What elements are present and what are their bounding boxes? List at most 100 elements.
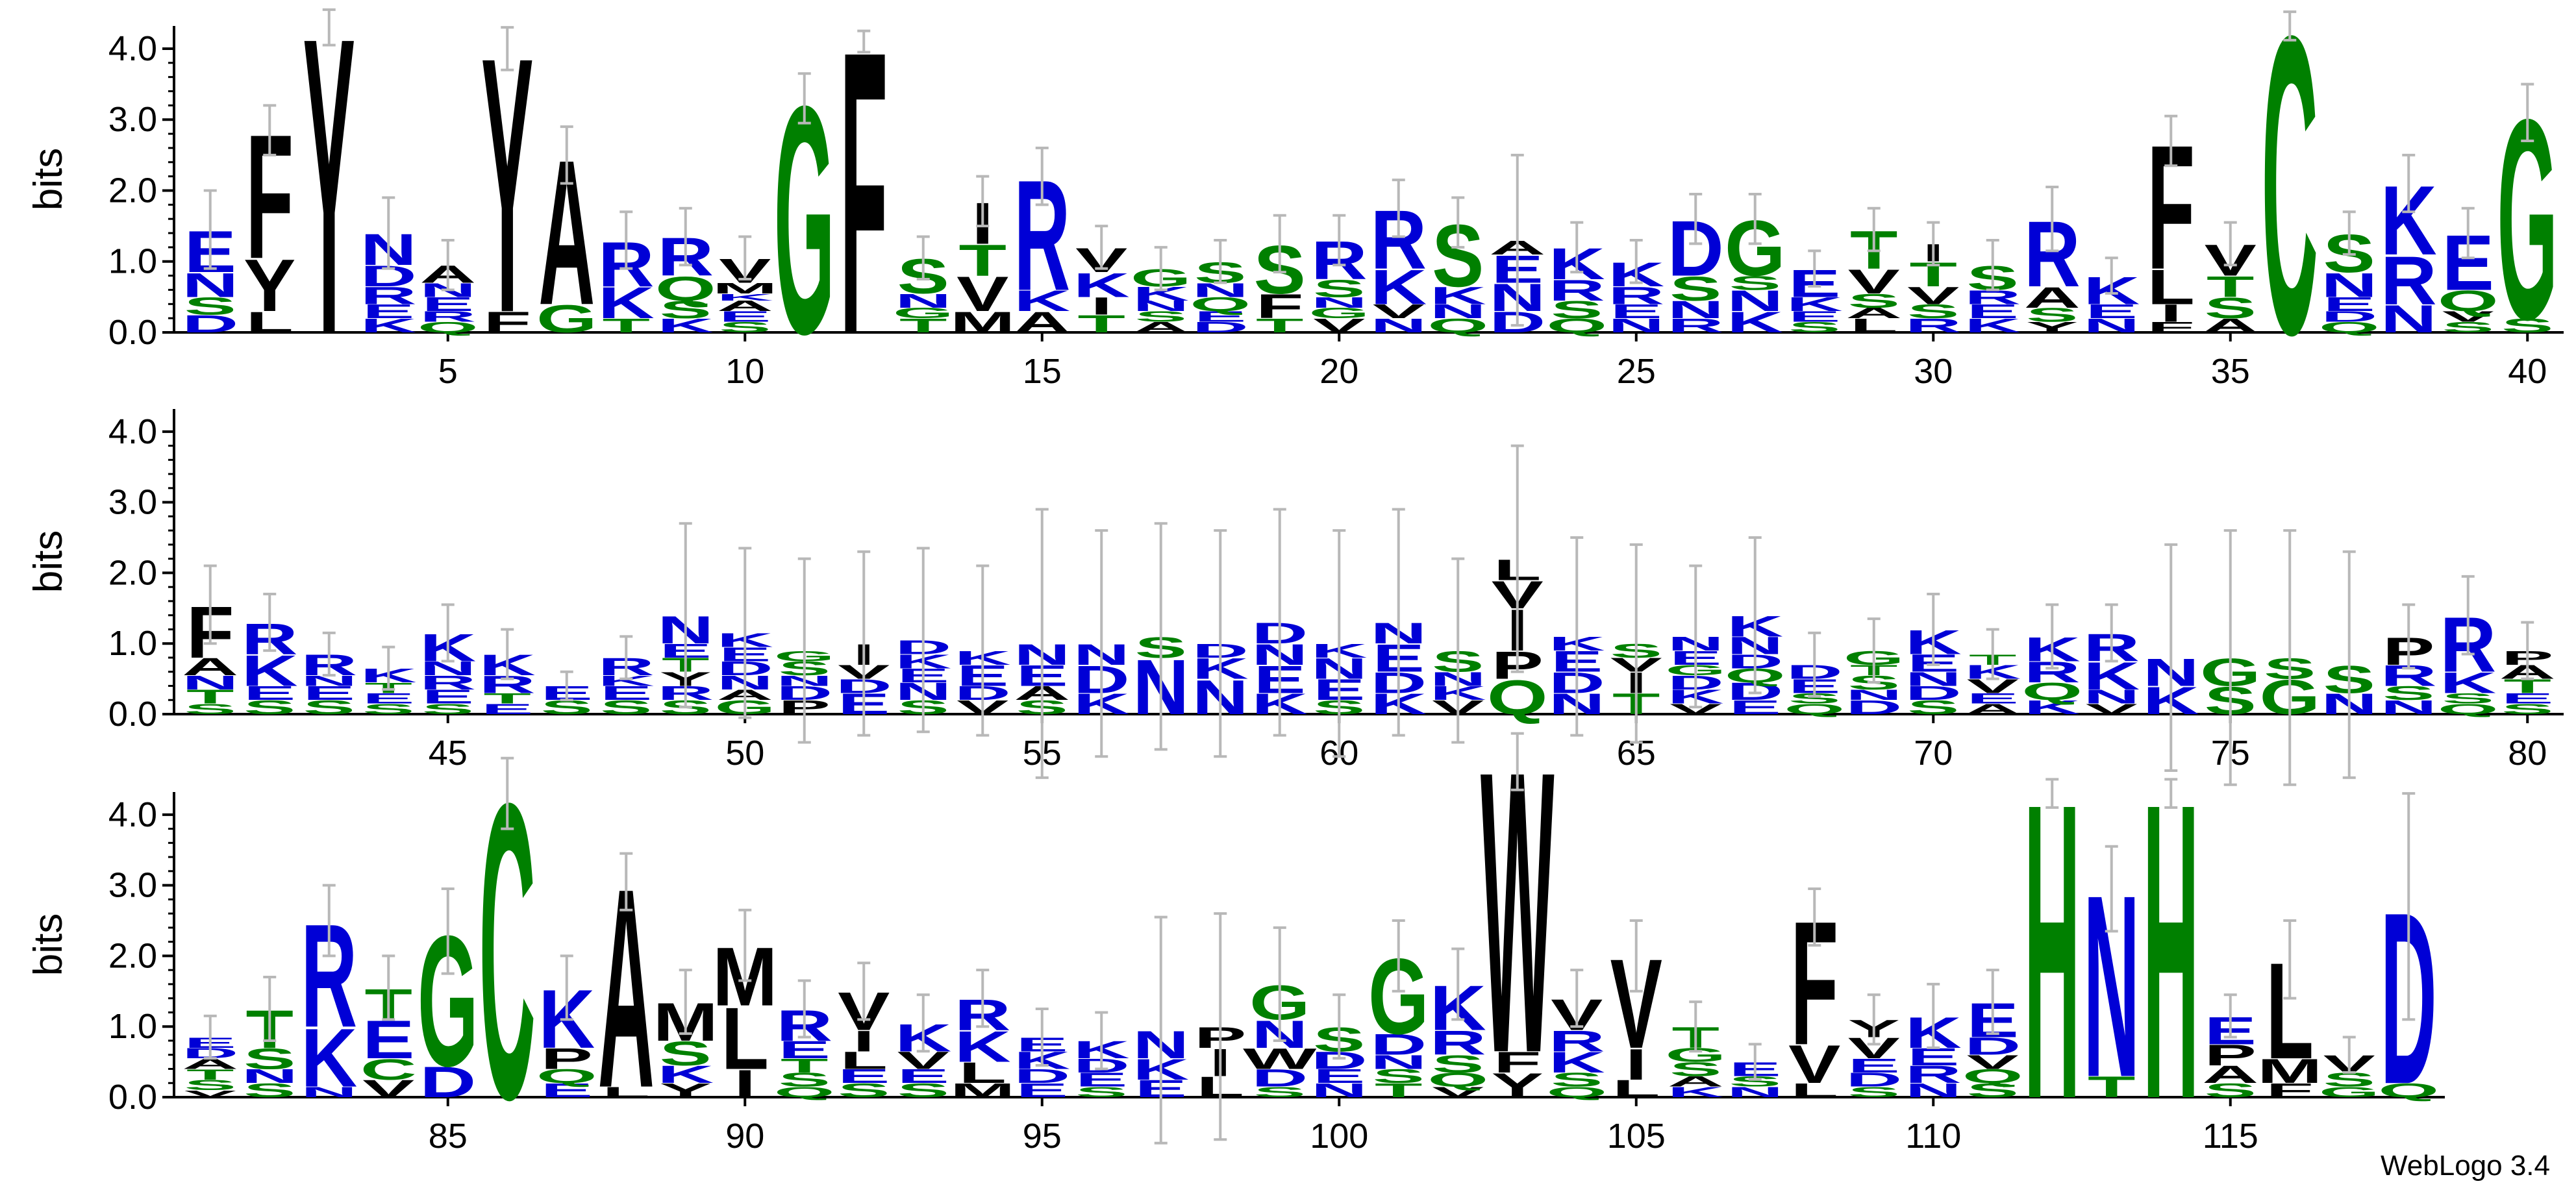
- error-bar: [501, 756, 514, 830]
- residue-E: E: [244, 682, 295, 704]
- residue-L: L: [1791, 1080, 1838, 1102]
- error-bar: [322, 631, 336, 677]
- residue-S: S: [1967, 1080, 2019, 1102]
- y-tick-label: 2.0: [108, 553, 157, 592]
- residue-S: S: [2382, 682, 2434, 704]
- logo-column-2: LYF: [244, 97, 295, 339]
- residue-Q: Q: [2319, 319, 2380, 336]
- x-tick-label: 50: [725, 734, 764, 773]
- residue-N: N: [1132, 298, 1189, 314]
- error-bar: [441, 887, 455, 975]
- residue-D: D: [1192, 319, 1249, 336]
- residue-K: K: [657, 315, 714, 337]
- residue-E: E: [1848, 1055, 1900, 1077]
- weblogo-version-label: WebLogo 3.4: [2381, 1150, 2550, 1182]
- error-bar: [2402, 153, 2416, 214]
- y-tick-label: 0.0: [108, 695, 157, 734]
- residue-A: A: [1668, 1074, 1724, 1090]
- error-bar: [976, 175, 990, 228]
- residue-N: N: [182, 266, 238, 304]
- error-bar: [203, 1014, 217, 1060]
- residue-E: E: [1313, 1065, 1365, 1087]
- error-bar: [1867, 206, 1881, 253]
- logo-column-47: SE: [541, 670, 593, 719]
- error-bar: [441, 603, 455, 663]
- error-bar: [501, 26, 514, 71]
- residue-N: N: [182, 672, 238, 694]
- residue-N: N: [1311, 1080, 1368, 1102]
- error-bar: [1332, 993, 1346, 1060]
- logo-column-3: Y: [303, 0, 355, 423]
- residue-E: E: [541, 1080, 593, 1102]
- error-bar: [203, 564, 217, 645]
- residue-I: I: [1625, 1040, 1647, 1089]
- residue-L: L: [1612, 1075, 1660, 1102]
- residue-G: G: [893, 305, 954, 321]
- error-bar: [1927, 982, 1940, 1049]
- logo-column-33: NEK: [2083, 256, 2140, 337]
- error-bar: [797, 979, 811, 1039]
- residue-Q: Q: [1962, 1065, 2023, 1087]
- logo-column-57: NS: [1132, 522, 1189, 751]
- residue-N: N: [2381, 297, 2437, 341]
- residue-S: S: [897, 1080, 949, 1102]
- logo-column-50: GANDEK: [714, 547, 775, 719]
- residue-S: S: [244, 1080, 295, 1102]
- y-axis-label: bits: [26, 913, 71, 976]
- residue-S: S: [1075, 1084, 1127, 1100]
- error-bar: [2045, 186, 2059, 253]
- error-bar: [2045, 603, 2059, 670]
- logo-column-36: C: [2262, 0, 2318, 423]
- residue-S: S: [1848, 290, 1900, 312]
- residue-V: V: [1967, 1051, 2019, 1073]
- residue-E: E: [481, 701, 533, 717]
- error-bar: [916, 235, 930, 281]
- x-tick-label: 85: [429, 1117, 468, 1156]
- residue-R: R: [1430, 1024, 1486, 1062]
- logo-column-66: VKDGEN: [1665, 564, 1726, 717]
- residue-F: F: [2266, 1080, 2314, 1102]
- error-bar: [1095, 225, 1108, 270]
- error-bar: [560, 954, 573, 1021]
- residue-F: F: [840, 0, 888, 418]
- residue-D: D: [1014, 1065, 1070, 1087]
- residue-P: P: [541, 1043, 593, 1075]
- error-bar: [797, 72, 811, 125]
- residue-K: K: [1430, 282, 1486, 310]
- residue-Q: Q: [1427, 1069, 1488, 1091]
- residue-E: E: [1610, 301, 1662, 323]
- residue-Q: Q: [2378, 1080, 2439, 1102]
- residue-Y: Y: [244, 244, 295, 327]
- residue-N: N: [1727, 1084, 1783, 1100]
- logo-column-83: NKR: [301, 884, 357, 1105]
- logo-column-69: DNSTG: [1844, 617, 1905, 719]
- residue-I: I: [734, 1062, 756, 1106]
- residue-E: E: [1967, 691, 2019, 707]
- residue-Q: Q: [2438, 285, 2499, 318]
- error-bar: [2461, 206, 2475, 260]
- logo-column-103: YFW: [1481, 687, 1555, 1137]
- residue-F: F: [484, 306, 531, 339]
- x-tick-label: 10: [725, 352, 764, 391]
- residue-S: S: [184, 701, 236, 717]
